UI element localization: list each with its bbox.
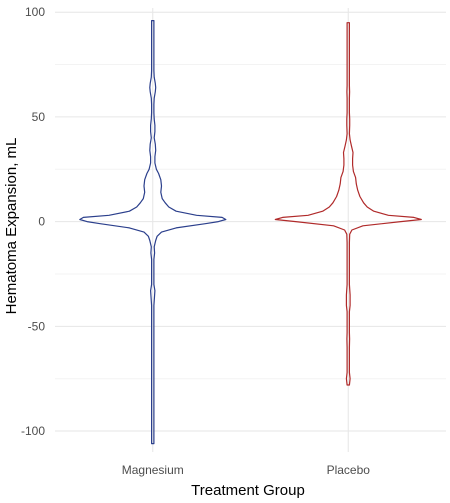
x-tick-label: Placebo: [327, 463, 371, 477]
x-axis-ticks: Magnesium Placebo: [122, 463, 371, 477]
y-tick-label: 50: [32, 110, 46, 124]
violin-magnesium: [79, 20, 227, 445]
violin-placebo: [274, 22, 422, 386]
y-tick-label: -50: [28, 319, 46, 333]
y-tick-label: 100: [25, 5, 45, 19]
x-tick-label: Magnesium: [122, 463, 184, 477]
violins: [79, 20, 422, 445]
y-tick-label: -100: [21, 424, 45, 438]
grid: [55, 8, 446, 452]
y-axis-title: Hematoma Expansion, mL: [3, 138, 20, 315]
x-axis-title: Treatment Group: [191, 482, 305, 499]
y-axis-ticks: 100 50 0 -50 -100: [21, 5, 45, 438]
y-tick-label: 0: [38, 215, 45, 229]
